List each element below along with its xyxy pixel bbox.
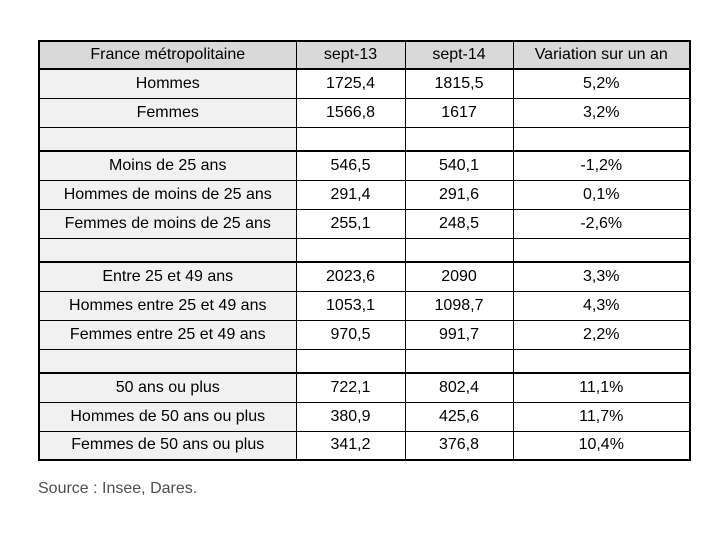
separator-cell [512, 126, 691, 152]
table-row: Femmes 1566,8 1617 3,2% [38, 97, 691, 128]
row-label-cell: Femmes entre 25 et 49 ans [38, 319, 297, 350]
row-value-cell: 255,1 [295, 208, 406, 239]
row-value-cell: -1,2% [512, 150, 691, 181]
header-cell-value: sept-14 [404, 40, 514, 70]
separator-row [38, 348, 691, 374]
table-body: Hommes 1725,4 1815,5 5,2% Femmes 1566,8 1617 3,… [38, 68, 691, 461]
separator-row [38, 126, 691, 152]
table-row: Moins de 25 ans 546,5 540,1 -1,2% [38, 150, 691, 181]
table-row: Hommes de moins de 25 ans 291,4 291,6 0,1% [38, 179, 691, 210]
row-value-cell: 2090 [404, 261, 514, 292]
row-label-cell: 50 ans ou plus [38, 372, 297, 403]
separator-cell [404, 237, 514, 263]
statistics-table: France métropolitaine sept-13 sept-14 Varia… [38, 40, 691, 461]
row-value-cell: 540,1 [404, 150, 514, 181]
row-label-cell: Hommes entre 25 et 49 ans [38, 290, 297, 321]
table-row: Hommes de 50 ans ou plus 380,9 425,6 11,7% [38, 401, 691, 432]
table-row: 50 ans ou plus 722,1 802,4 11,1% [38, 372, 691, 403]
row-value-cell: 5,2% [512, 68, 691, 99]
row-value-cell: 3,2% [512, 97, 691, 128]
table-row: Entre 25 et 49 ans 2023,6 2090 3,3% [38, 261, 691, 292]
row-value-cell: 2023,6 [295, 261, 406, 292]
row-value-cell: 425,6 [404, 401, 514, 432]
row-value-cell: 11,1% [512, 372, 691, 403]
row-label-cell: Hommes de 50 ans ou plus [38, 401, 297, 432]
row-value-cell: 0,1% [512, 179, 691, 210]
separator-cell [38, 237, 297, 263]
source-note: Source : Insee, Dares. [38, 480, 198, 497]
separator-cell [295, 348, 406, 374]
row-value-cell: 3,3% [512, 261, 691, 292]
row-label-cell: Entre 25 et 49 ans [38, 261, 297, 292]
row-value-cell: 4,3% [512, 290, 691, 321]
row-value-cell: 546,5 [295, 150, 406, 181]
header-cell-label: France métropolitaine [38, 40, 297, 70]
table-row: Femmes de moins de 25 ans 255,1 248,5 -2,6% [38, 208, 691, 239]
row-value-cell: 1725,4 [295, 68, 406, 99]
row-value-cell: 248,5 [404, 208, 514, 239]
row-value-cell: 1815,5 [404, 68, 514, 99]
row-label-cell: Hommes [38, 68, 297, 99]
separator-row [38, 237, 691, 263]
separator-cell [38, 348, 297, 374]
row-value-cell: 722,1 [295, 372, 406, 403]
row-value-cell: 1098,7 [404, 290, 514, 321]
row-value-cell: 1566,8 [295, 97, 406, 128]
header-cell-value: Variation sur un an [512, 40, 691, 70]
row-value-cell: 376,8 [404, 430, 514, 461]
separator-cell [295, 237, 406, 263]
separator-cell [404, 126, 514, 152]
row-value-cell: 291,6 [404, 179, 514, 210]
separator-cell [404, 348, 514, 374]
table-row: Femmes entre 25 et 49 ans 970,5 991,7 2,2% [38, 319, 691, 350]
row-value-cell: 802,4 [404, 372, 514, 403]
row-label-cell: Femmes [38, 97, 297, 128]
row-value-cell: 991,7 [404, 319, 514, 350]
row-value-cell: -2,6% [512, 208, 691, 239]
row-value-cell: 291,4 [295, 179, 406, 210]
row-value-cell: 2,2% [512, 319, 691, 350]
row-value-cell: 11,7% [512, 401, 691, 432]
row-value-cell: 380,9 [295, 401, 406, 432]
row-label-cell: Hommes de moins de 25 ans [38, 179, 297, 210]
table-row: Hommes entre 25 et 49 ans 1053,1 1098,7 4,3… [38, 290, 691, 321]
separator-cell [295, 126, 406, 152]
table-row: Hommes 1725,4 1815,5 5,2% [38, 68, 691, 99]
separator-cell [512, 348, 691, 374]
separator-cell [38, 126, 297, 152]
row-value-cell: 341,2 [295, 430, 406, 461]
separator-cell [512, 237, 691, 263]
row-value-cell: 10,4% [512, 430, 691, 461]
row-label-cell: Femmes de 50 ans ou plus [38, 430, 297, 461]
row-label-cell: Moins de 25 ans [38, 150, 297, 181]
row-label-cell: Femmes de moins de 25 ans [38, 208, 297, 239]
table-header-row: France métropolitaine sept-13 sept-14 Varia… [38, 40, 691, 70]
row-value-cell: 1617 [404, 97, 514, 128]
row-value-cell: 970,5 [295, 319, 406, 350]
table-row: Femmes de 50 ans ou plus 341,2 376,8 10,4% [38, 430, 691, 461]
row-value-cell: 1053,1 [295, 290, 406, 321]
header-cell-value: sept-13 [295, 40, 406, 70]
